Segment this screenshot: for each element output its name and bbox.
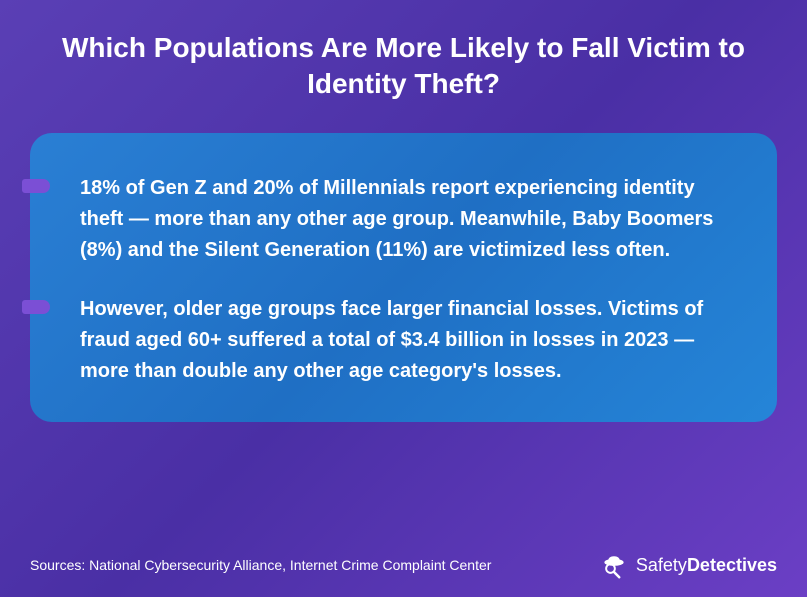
paragraph-text: 18% of Gen Z and 20% of Millennials repo…: [80, 177, 713, 261]
footer: Sources: National Cybersecurity Alliance…: [30, 551, 777, 579]
content-box: 18% of Gen Z and 20% of Millennials repo…: [30, 133, 777, 422]
brand-text: SafetyDetectives: [636, 555, 777, 576]
bullet-icon: [22, 179, 50, 193]
paragraph-1: 18% of Gen Z and 20% of Millennials repo…: [80, 173, 732, 266]
paragraph-2: However, older age groups face larger fi…: [80, 294, 732, 387]
page-title: Which Populations Are More Likely to Fal…: [0, 0, 807, 123]
paragraph-text: However, older age groups face larger fi…: [80, 298, 703, 382]
detective-icon: [600, 551, 628, 579]
bullet-icon: [22, 300, 50, 314]
brand-bold: Detectives: [687, 555, 777, 575]
brand-light: Safety: [636, 555, 687, 575]
sources-text: Sources: National Cybersecurity Alliance…: [30, 557, 491, 573]
brand: SafetyDetectives: [600, 551, 777, 579]
